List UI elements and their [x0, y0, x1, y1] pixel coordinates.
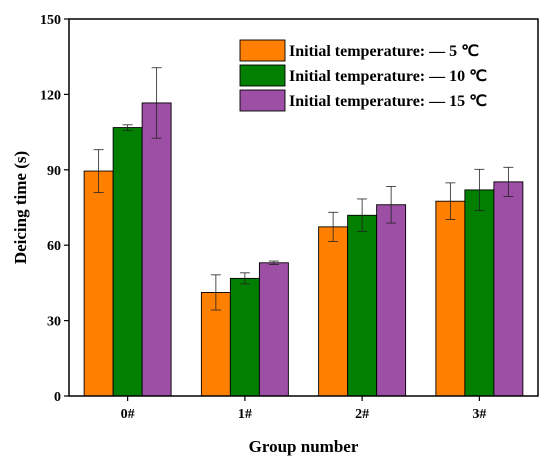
bar-group [83, 102, 524, 397]
y-tick-label: 30 [47, 315, 61, 330]
legend: Initial temperature: — 5 ℃ Initial temper… [239, 39, 487, 112]
legend-swatch [239, 39, 286, 62]
y-tick-label: 60 [47, 239, 61, 254]
x-tick-label: 3# [472, 407, 486, 422]
legend-swatch [239, 64, 286, 87]
plot-frame [68, 18, 539, 397]
y-tick-label: 120 [40, 88, 61, 103]
y-tick-label: 0 [54, 390, 61, 405]
bar [83, 170, 114, 397]
bar [229, 277, 260, 397]
y-tick-label: 150 [40, 13, 61, 28]
x-tick-label: 2# [355, 407, 369, 422]
bar [347, 214, 378, 397]
legend-label: Initial temperature: — 10 ℃ [289, 68, 487, 85]
bar [464, 189, 495, 397]
x-axis-ticks: 0# 1# 2# 3# [121, 396, 486, 422]
error-bar-group [93, 67, 514, 311]
y-tick-label: 90 [47, 164, 61, 179]
legend-label: Initial temperature: — 5 ℃ [289, 43, 479, 60]
bar [435, 200, 466, 397]
bar [112, 127, 143, 397]
bar [493, 181, 524, 397]
legend-label: Initial temperature: — 15 ℃ [289, 93, 487, 110]
bar [258, 262, 289, 397]
y-axis-ticks: 0 30 60 90 120 150 [40, 13, 69, 405]
legend-swatch [239, 89, 286, 112]
bar [376, 204, 407, 397]
bar [141, 102, 172, 397]
x-tick-label: 1# [238, 407, 252, 422]
bar [318, 226, 349, 397]
y-axis-title: Deicing time (s) [11, 151, 30, 264]
x-axis-title: Group number [249, 437, 359, 456]
x-tick-label: 0# [121, 407, 135, 422]
